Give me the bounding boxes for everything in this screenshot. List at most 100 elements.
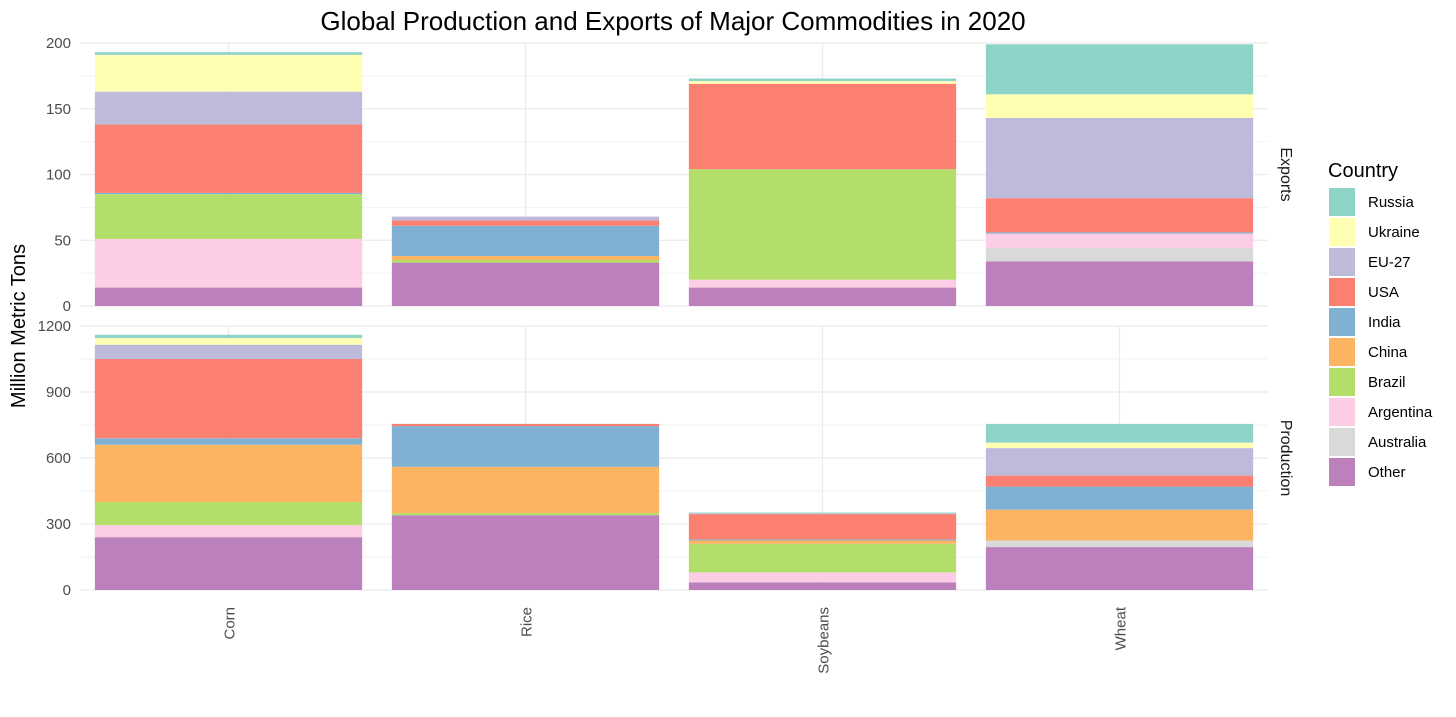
bar-segment-production-wheat-ukraine xyxy=(985,442,1254,449)
bar-segment-exports-wheat-russia xyxy=(985,44,1254,95)
bar-segment-exports-corn-russia xyxy=(94,52,363,55)
bar-segment-exports-soybeans-brazil xyxy=(688,169,957,280)
legend-title: Country xyxy=(1328,160,1398,182)
bar-segment-production-soybeans-china xyxy=(688,540,957,544)
facet-panels: 0 50 100 150 200 Exports 0 300 600 900 1200 Product… xyxy=(38,35,1294,599)
legend-swatch-ukraine xyxy=(1329,218,1355,246)
bar-segment-production-soybeans-brazil xyxy=(688,543,957,573)
bar-segment-production-soybeans-argentina xyxy=(688,572,957,583)
bar-segment-production-rice-india xyxy=(391,426,660,467)
y-tick-label: 900 xyxy=(46,384,71,401)
bar-segment-exports-soybeans-other xyxy=(688,287,957,306)
legend-swatch-other xyxy=(1329,458,1355,486)
bar-segment-exports-rice-china xyxy=(391,256,660,260)
y-tick-label: 100 xyxy=(46,167,71,184)
y-tick-label: 200 xyxy=(46,35,71,52)
bar-segment-production-corn-eu-27 xyxy=(94,344,363,359)
bar-segment-production-wheat-china xyxy=(985,509,1254,541)
legend-label-argentina: Argentina xyxy=(1368,404,1433,421)
legend-label-eu-27: EU-27 xyxy=(1368,254,1411,271)
legend: Country Russia Ukraine EU-27 USA India China B… xyxy=(1328,160,1433,486)
bar-segment-exports-rice-brazil xyxy=(391,259,660,263)
y-tick-label: 150 xyxy=(46,101,71,118)
bar-segment-exports-wheat-india xyxy=(985,232,1254,234)
bar-segment-production-soybeans-other xyxy=(688,582,957,590)
y-tick-label: 600 xyxy=(46,450,71,467)
bar-segment-production-soybeans-eu-27 xyxy=(688,513,957,515)
bar-segment-production-corn-china xyxy=(94,444,363,502)
bar-segment-exports-corn-usa xyxy=(94,124,363,193)
panel-production: 0 300 600 900 1200 Production xyxy=(38,318,1294,599)
bar-segment-production-soybeans-usa xyxy=(688,514,957,540)
x-axis-tick-labels: Corn Rice Soybeans Wheat xyxy=(222,606,1130,674)
bar-segment-exports-wheat-australia xyxy=(985,248,1254,262)
bar-segment-exports-corn-ukraine xyxy=(94,54,363,92)
bar-segment-exports-soybeans-russia xyxy=(688,78,957,82)
bar-segment-exports-corn-eu-27 xyxy=(94,91,363,125)
bar-segment-exports-corn-india xyxy=(94,192,363,195)
bar-segment-production-corn-india xyxy=(94,438,363,445)
bar-segment-exports-wheat-argentina xyxy=(985,233,1254,249)
y-tick-label: 1200 xyxy=(38,318,71,335)
bar-segment-exports-wheat-other xyxy=(985,261,1254,306)
legend-label-china: China xyxy=(1368,344,1408,361)
bar-segment-production-corn-ukraine xyxy=(94,338,363,345)
bar-segment-production-rice-other xyxy=(391,515,660,590)
bar-segment-exports-soybeans-ukraine xyxy=(688,81,957,84)
bar-segment-exports-rice-india xyxy=(391,225,660,257)
bar-segment-production-wheat-australia xyxy=(985,540,1254,548)
bar-segment-exports-rice-eu-27 xyxy=(391,216,660,221)
panel-exports: 0 50 100 150 200 Exports xyxy=(46,35,1294,315)
bar-segment-exports-corn-brazil xyxy=(94,194,363,239)
bar-segment-exports-corn-other xyxy=(94,287,363,306)
bar-segment-production-soybeans-russia xyxy=(688,512,957,514)
bar-segment-exports-wheat-usa xyxy=(985,198,1254,233)
facet-label-exports: Exports xyxy=(1277,147,1294,201)
x-tick-label-rice: Rice xyxy=(519,607,536,637)
legend-label-australia: Australia xyxy=(1368,434,1427,451)
bar-segment-production-corn-russia xyxy=(94,334,363,339)
x-tick-label-corn: Corn xyxy=(222,607,239,640)
legend-swatch-china xyxy=(1329,338,1355,366)
bar-segment-exports-soybeans-argentina xyxy=(688,279,957,288)
legend-label-russia: Russia xyxy=(1368,194,1415,211)
y-tick-label: 300 xyxy=(46,516,71,533)
y-tick-label: 0 xyxy=(63,582,71,599)
facet-label-production: Production xyxy=(1277,420,1294,497)
y-tick-label: 50 xyxy=(54,232,71,249)
bar-segment-exports-corn-argentina xyxy=(94,238,363,288)
legend-label-brazil: Brazil xyxy=(1368,374,1406,391)
legend-label-ukraine: Ukraine xyxy=(1368,224,1420,241)
bar-segment-exports-rice-usa xyxy=(391,220,660,226)
bar-segment-exports-wheat-ukraine xyxy=(985,94,1254,118)
y-axis-title: Million Metric Tons xyxy=(8,244,30,408)
bar-segment-production-corn-argentina xyxy=(94,525,363,538)
bar-segment-production-corn-usa xyxy=(94,359,363,439)
bar-segment-production-wheat-india xyxy=(985,486,1254,510)
bar-segment-exports-wheat-eu-27 xyxy=(985,117,1254,199)
bar-segment-production-rice-usa xyxy=(391,423,660,427)
bar-segment-production-wheat-russia xyxy=(985,423,1254,443)
legend-swatch-argentina xyxy=(1329,398,1355,426)
legend-swatch-india xyxy=(1329,308,1355,336)
bar-segment-production-wheat-eu-27 xyxy=(985,448,1254,476)
bar-segment-production-soybeans-india xyxy=(688,539,957,541)
legend-swatch-eu-27 xyxy=(1329,248,1355,276)
legend-swatch-russia xyxy=(1329,188,1355,216)
bar-segment-production-corn-other xyxy=(94,537,363,590)
bar-segment-exports-rice-other xyxy=(391,262,660,306)
chart-title: Global Production and Exports of Major C… xyxy=(320,6,1025,36)
legend-label-usa: USA xyxy=(1368,284,1399,301)
bar-segment-production-wheat-other xyxy=(985,547,1254,590)
y-tick-label: 0 xyxy=(63,298,71,315)
legend-swatch-brazil xyxy=(1329,368,1355,396)
bar-segment-production-rice-china xyxy=(391,466,660,513)
x-tick-label-wheat: Wheat xyxy=(1113,606,1130,650)
bar-segment-production-corn-brazil xyxy=(94,502,363,526)
legend-swatch-usa xyxy=(1329,278,1355,306)
x-tick-label-soybeans: Soybeans xyxy=(816,607,833,674)
bar-segment-exports-soybeans-usa xyxy=(688,83,957,170)
bar-segment-production-rice-brazil xyxy=(391,513,660,516)
legend-swatch-australia xyxy=(1329,428,1355,456)
